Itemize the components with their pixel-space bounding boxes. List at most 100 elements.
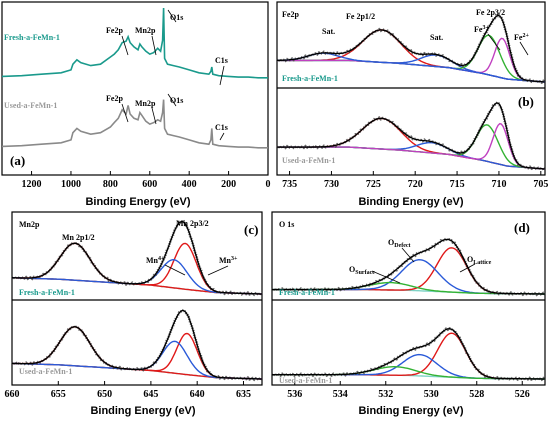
fe3-sup: 3+ bbox=[482, 25, 489, 31]
fe2p-annotation-used: Fe2p bbox=[106, 94, 123, 103]
annotation-leader-line bbox=[207, 265, 229, 276]
o1s-annotation-fresh: O1s bbox=[170, 13, 183, 22]
annotation-leader-line bbox=[164, 264, 186, 276]
panel-d-xlabel: Binding Energy (eV) bbox=[358, 405, 463, 417]
panel-c-labels: Mn2p Mn 2p1/2 Mn 2p3/2 Mn4+ Mn3+ (c) Fre… bbox=[19, 219, 258, 417]
fit-peak-red bbox=[272, 332, 545, 380]
annotation-leader-line bbox=[151, 35, 157, 56]
annotation-leader-line bbox=[167, 9, 177, 23]
fit-envelope-line bbox=[272, 238, 545, 295]
panel-d-title: O 1s bbox=[279, 220, 294, 229]
used-label-d: Used-a-FeMn-1 bbox=[279, 376, 332, 385]
panel-a-tag: (a) bbox=[10, 153, 25, 168]
panel-d-tick-label: 532 bbox=[378, 389, 393, 400]
survey-line-used bbox=[1, 99, 268, 149]
fe2-annotation: Fe2+ bbox=[514, 33, 529, 42]
annotation-leader-line bbox=[371, 270, 401, 284]
panel-a-tick-label: 200 bbox=[221, 179, 236, 190]
mn3-sup: 3+ bbox=[231, 256, 238, 262]
panel-b-tick-label: 710 bbox=[491, 179, 506, 190]
raw-data-line bbox=[271, 327, 546, 382]
panel-b-labels: Fe2p Sat. Fe 2p1/2 Sat. Fe3+ Fe 2p3/2 Fe… bbox=[282, 8, 534, 208]
panel-d-tag: (d) bbox=[514, 220, 530, 235]
panel-b-tag: (b) bbox=[518, 94, 534, 109]
panel-d-labels: O 1s OSurface ODefect OLattice (d) Fresh… bbox=[279, 220, 530, 417]
panel-c-frame bbox=[11, 211, 263, 386]
survey-line-fresh bbox=[1, 7, 268, 79]
panel-b-tick-label: 705 bbox=[533, 179, 548, 190]
raw-data-line bbox=[276, 12, 546, 85]
panel-d-tick-label: 530 bbox=[424, 389, 439, 400]
panel-b-tick-label: 725 bbox=[366, 179, 381, 190]
mn3-annotation: Mn3+ bbox=[219, 256, 238, 265]
panel-a-tick-label: 800 bbox=[103, 179, 118, 190]
panel-c-tick-label: 635 bbox=[236, 389, 251, 400]
panel-a-xlabel: Binding Energy (eV) bbox=[85, 196, 190, 208]
mn4-annotation: Mn4+ bbox=[146, 256, 165, 265]
panel-b-tick-label: 735 bbox=[282, 179, 297, 190]
panel-a-frame bbox=[1, 1, 269, 176]
annotation-leader-line bbox=[459, 263, 476, 273]
fit-envelope-line bbox=[277, 14, 546, 83]
olattice-sub: Lattice bbox=[473, 260, 491, 266]
fresh-label-a: Fresh-a-FeMn-1 bbox=[4, 33, 60, 42]
annotation-leader-line bbox=[219, 132, 225, 141]
panel-a-tick-label: 1200 bbox=[22, 179, 42, 190]
mn4-sup: 4+ bbox=[158, 256, 165, 262]
panel-c-tick-label: 640 bbox=[190, 389, 205, 400]
odefect-sub: Defect bbox=[394, 243, 410, 249]
panel-b-tick-label: 730 bbox=[324, 179, 339, 190]
fresh-label-b: Fresh-a-FeMn-1 bbox=[282, 74, 338, 83]
panel-b-tick-label: 720 bbox=[408, 179, 423, 190]
used-label-a: Used-a-FeMn-1 bbox=[4, 101, 57, 110]
fresh-label-d: Fresh-a-FeMn-1 bbox=[279, 288, 335, 297]
panel-c-xlabel: Binding Energy (eV) bbox=[90, 405, 195, 417]
panel-d-tick-label: 526 bbox=[515, 389, 530, 400]
sat1-annotation: Sat. bbox=[322, 27, 335, 36]
panel-d-tick-label: 536 bbox=[287, 389, 302, 400]
panel-a-labels: (a) Fresh-a-FeMn-1 Used-a-FeMn-1 Fe2p Mn… bbox=[4, 13, 228, 208]
o1s-annotation-used: O1s bbox=[170, 96, 183, 105]
panel-c-title: Mn2p bbox=[19, 220, 40, 229]
olattice-annotation: OLattice bbox=[467, 255, 492, 266]
annotation-leader-line bbox=[519, 41, 529, 56]
fit-envelope-line bbox=[272, 328, 545, 380]
panel-b-tick-label: 715 bbox=[450, 179, 465, 190]
osurface-annotation: OSurface bbox=[349, 265, 375, 276]
panel-c-tick-label: 660 bbox=[5, 389, 20, 400]
mn2p-annotation-used: Mn2p bbox=[135, 99, 156, 108]
fit-envelope-line bbox=[12, 309, 262, 380]
fe3-annotation: Fe3+ bbox=[474, 25, 489, 34]
fe2-text: Fe bbox=[514, 33, 523, 42]
olattice-text: O bbox=[467, 255, 473, 264]
mn2p-annotation-fresh: Mn2p bbox=[135, 26, 156, 35]
mn4-text: Mn bbox=[146, 256, 159, 265]
panel-a-tick-label: 600 bbox=[142, 179, 157, 190]
annotation-leader-line bbox=[219, 65, 225, 86]
panel-b-title: Fe2p bbox=[282, 10, 299, 19]
panel-c-tag: (c) bbox=[244, 222, 258, 237]
panel-a-tick-label: 1000 bbox=[61, 179, 81, 190]
fe2p-annotation-fresh: Fe2p bbox=[106, 26, 123, 35]
annotation-leader-line bbox=[121, 103, 129, 123]
annotation-leader-line bbox=[487, 33, 501, 51]
osurface-text: O bbox=[349, 265, 355, 274]
panel-d-tick-label: 534 bbox=[333, 389, 348, 400]
mn3-text: Mn bbox=[219, 256, 232, 265]
sat2-annotation: Sat. bbox=[430, 33, 443, 42]
fe2p32-annotation: Fe 2p3/2 bbox=[476, 8, 505, 17]
osurface-sub: Surface bbox=[355, 270, 375, 276]
fresh-label-c: Fresh-a-FeMn-1 bbox=[19, 288, 75, 297]
used-label-c: Used-a-FeMn-1 bbox=[19, 367, 72, 376]
fe2p12-annotation: Fe 2p1/2 bbox=[346, 12, 375, 21]
annotation-leader-line bbox=[401, 247, 415, 263]
fe2-sup: 2+ bbox=[522, 33, 529, 39]
fit-envelope-line bbox=[11, 220, 262, 295]
odefect-annotation: ODefect bbox=[388, 238, 411, 249]
fe3-text: Fe bbox=[474, 25, 483, 34]
mn32-annotation: Mn 2p3/2 bbox=[176, 219, 209, 228]
annotation-leader-line bbox=[167, 93, 177, 107]
panel-c-tick-label: 645 bbox=[143, 389, 158, 400]
annotation-leader-line bbox=[121, 35, 129, 56]
